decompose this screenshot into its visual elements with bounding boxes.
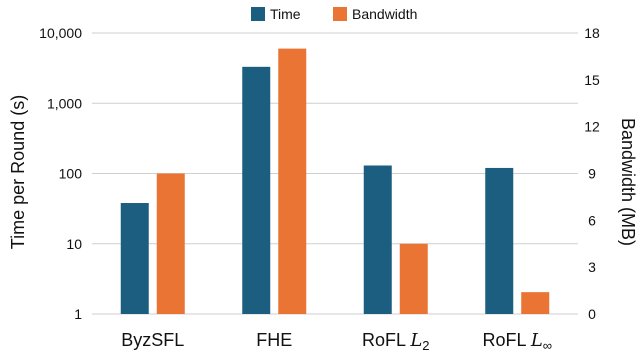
left-tick-label: 100 xyxy=(59,166,83,182)
right-tick-label: 18 xyxy=(584,25,600,41)
right-axis: 0 3 6 9 12 15 18 xyxy=(584,25,600,322)
left-tick-label: 10 xyxy=(66,236,82,252)
right-tick-label: 9 xyxy=(588,166,596,182)
left-tick-label: 1 xyxy=(74,306,82,322)
bar-bandwidth-3 xyxy=(399,243,428,314)
bar-time-4 xyxy=(485,167,514,314)
left-axis: 1 10 100 1,000 10,000 xyxy=(39,25,82,322)
category-label: RoFL L∞ xyxy=(482,330,552,350)
left-tick-label: 10,000 xyxy=(39,25,82,41)
bar-time-3 xyxy=(363,165,392,314)
category-label: FHE xyxy=(256,330,292,350)
bar-time-2 xyxy=(242,66,271,314)
right-tick-label: 15 xyxy=(584,72,600,88)
category-label: RoFL L2 xyxy=(362,330,430,350)
bar-time-1 xyxy=(120,203,149,314)
legend-label-bandwidth: Bandwidth xyxy=(352,6,417,22)
bars-layer xyxy=(120,48,550,314)
legend-swatch-bandwidth xyxy=(333,7,347,21)
x-axis: ByzSFL FHE RoFL L2 RoFL L∞ xyxy=(121,330,552,350)
right-tick-label: 6 xyxy=(588,212,596,228)
category-label: ByzSFL xyxy=(121,330,184,350)
left-axis-title: Time per Round (s) xyxy=(8,95,28,249)
right-tick-label: 12 xyxy=(584,119,600,135)
right-axis-title: Bandwidth (MB) xyxy=(618,118,638,246)
legend: Time Bandwidth xyxy=(251,6,417,22)
bar-bandwidth-2 xyxy=(278,48,307,314)
right-tick-label: 3 xyxy=(588,259,596,275)
left-tick-label: 1,000 xyxy=(47,95,82,111)
right-tick-label: 0 xyxy=(588,306,596,322)
legend-swatch-time xyxy=(251,7,265,21)
bar-bandwidth-4 xyxy=(521,292,550,314)
bar-bandwidth-1 xyxy=(156,173,185,314)
legend-label-time: Time xyxy=(270,6,301,22)
